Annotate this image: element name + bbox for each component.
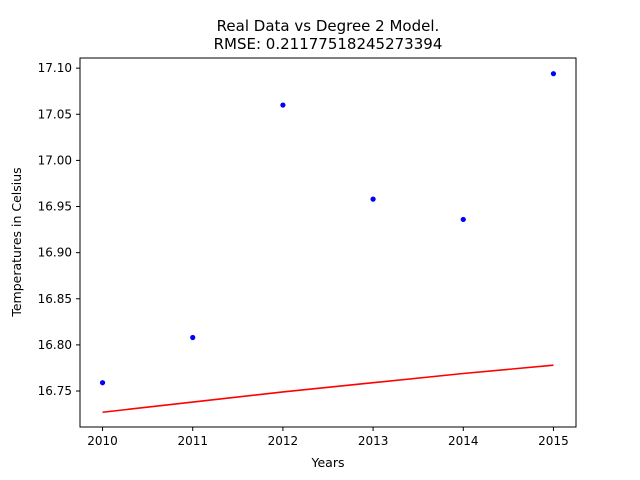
x-tick-label: 2011: [177, 434, 208, 448]
y-tick-label: 16.95: [38, 200, 72, 214]
data-point: [550, 71, 557, 77]
y-tick-label: 17.05: [38, 107, 72, 121]
chart-title-line-2: RMSE: 0.21177518245273394: [214, 35, 443, 53]
axes-frame: [79, 57, 577, 428]
x-tick-label: 2010: [87, 434, 118, 448]
x-tick-label: 2012: [268, 434, 299, 448]
data-point: [190, 334, 196, 341]
y-tick-label: 16.90: [38, 246, 72, 260]
x-tick-label: 2014: [448, 434, 479, 448]
data-point: [99, 380, 106, 386]
y-axis-label: Temperatures in Celsius: [9, 167, 24, 317]
y-tick-label: 16.80: [38, 338, 72, 352]
x-axis: 2010 2011 2012 2013 2014 2015: [87, 427, 569, 448]
y-tick-label: 17.10: [38, 61, 72, 75]
y-tick-label: 16.75: [38, 384, 72, 398]
x-tick-label: 2013: [358, 434, 389, 448]
y-tick-label: 17.00: [38, 153, 72, 167]
data-point: [280, 102, 286, 108]
data-point: [370, 196, 376, 202]
model-fit-line: [102, 364, 554, 414]
y-tick-label: 16.85: [38, 292, 72, 306]
x-axis-label: Years: [311, 455, 345, 470]
x-tick-label: 2015: [538, 434, 569, 448]
chart-title-line-1: Real Data vs Degree 2 Model.: [217, 17, 440, 35]
data-point: [460, 216, 466, 223]
y-axis: 16.75 16.80 16.85 16.90 16.95 17.00 17.05 17.10: [38, 61, 80, 398]
plot-area: [99, 71, 557, 414]
